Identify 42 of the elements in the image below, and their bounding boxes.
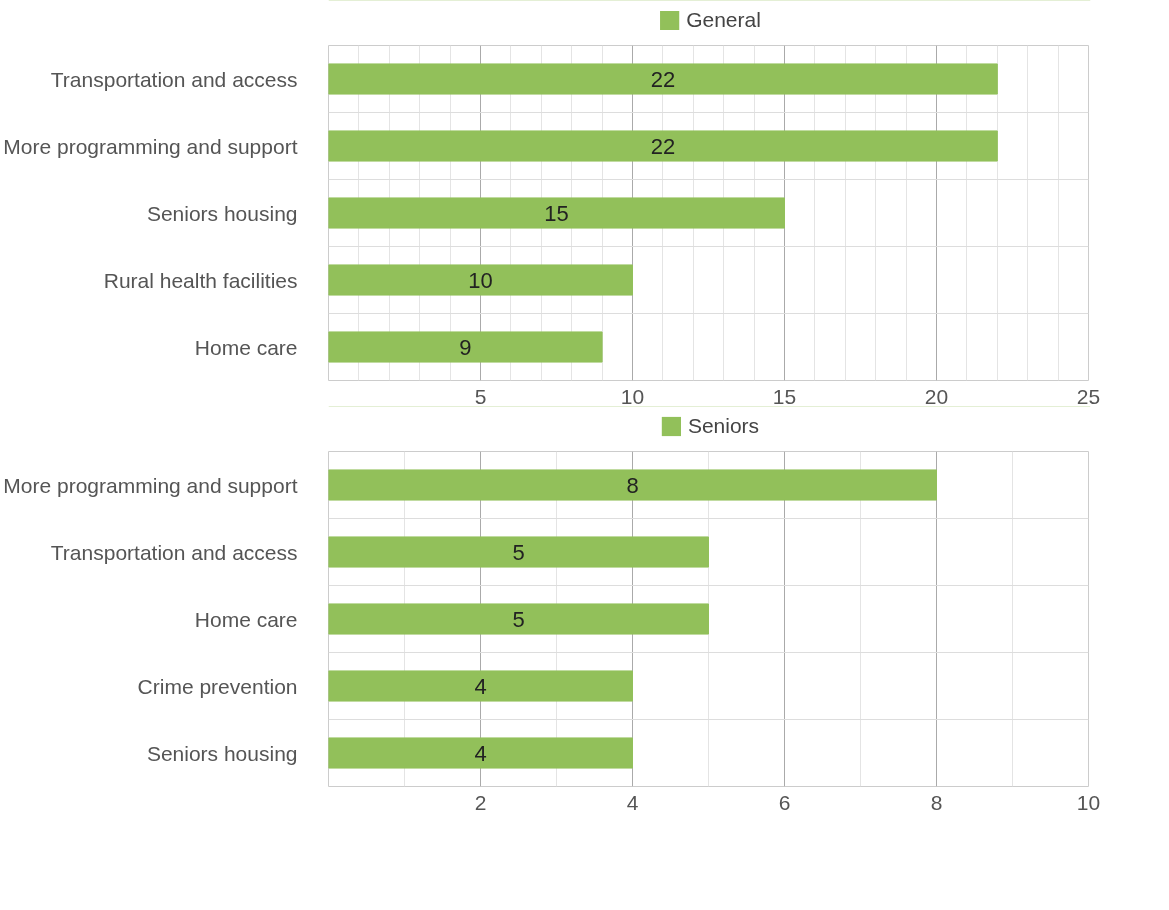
bar	[328, 130, 998, 162]
x-tick-label: 6	[778, 790, 791, 814]
x-tick-label: 10	[1076, 790, 1101, 814]
data-label: 5	[512, 539, 525, 565]
bar	[328, 63, 998, 95]
x-tick-label: 25	[1076, 384, 1101, 408]
y-tick-label: Home care	[194, 607, 298, 631]
x-tick-label: 5	[474, 384, 487, 408]
y-tick-label: Transportation and access	[50, 67, 298, 91]
bar	[328, 264, 633, 296]
data-label: 4	[474, 740, 487, 766]
y-tick-label: More programming and support	[3, 473, 298, 497]
x-tick-label: 10	[620, 384, 645, 408]
y-tick-label: Home care	[194, 335, 298, 359]
legend-label: Seniors	[687, 414, 760, 438]
bar	[328, 737, 633, 769]
data-label: 5	[512, 606, 525, 632]
y-tick-label: Crime prevention	[137, 674, 298, 698]
data-label: 8	[626, 472, 639, 498]
y-tick-label: Rural health facilities	[103, 268, 298, 292]
x-tick-label: 20	[924, 384, 949, 408]
bar	[328, 469, 937, 501]
bar	[328, 670, 633, 702]
y-tick-label: Transportation and access	[50, 540, 298, 564]
x-tick-label: 15	[772, 384, 797, 408]
bar	[328, 331, 603, 363]
x-tick-label: 8	[930, 790, 943, 814]
data-label: 10	[468, 267, 493, 293]
y-tick-label: Seniors housing	[146, 741, 298, 765]
x-tick-label: 2	[474, 790, 487, 814]
y-tick-label: More programming and support	[3, 134, 298, 158]
data-label: 4	[474, 673, 487, 699]
data-label: 9	[459, 334, 472, 360]
data-label: 22	[650, 66, 676, 92]
bar	[328, 197, 785, 229]
bar	[328, 603, 709, 635]
legend-label: General	[686, 8, 761, 32]
y-tick-label: Seniors housing	[146, 201, 298, 225]
data-label: 15	[544, 200, 569, 226]
bar	[328, 536, 709, 568]
data-label: 22	[650, 133, 676, 159]
x-tick-label: 4	[626, 790, 639, 814]
